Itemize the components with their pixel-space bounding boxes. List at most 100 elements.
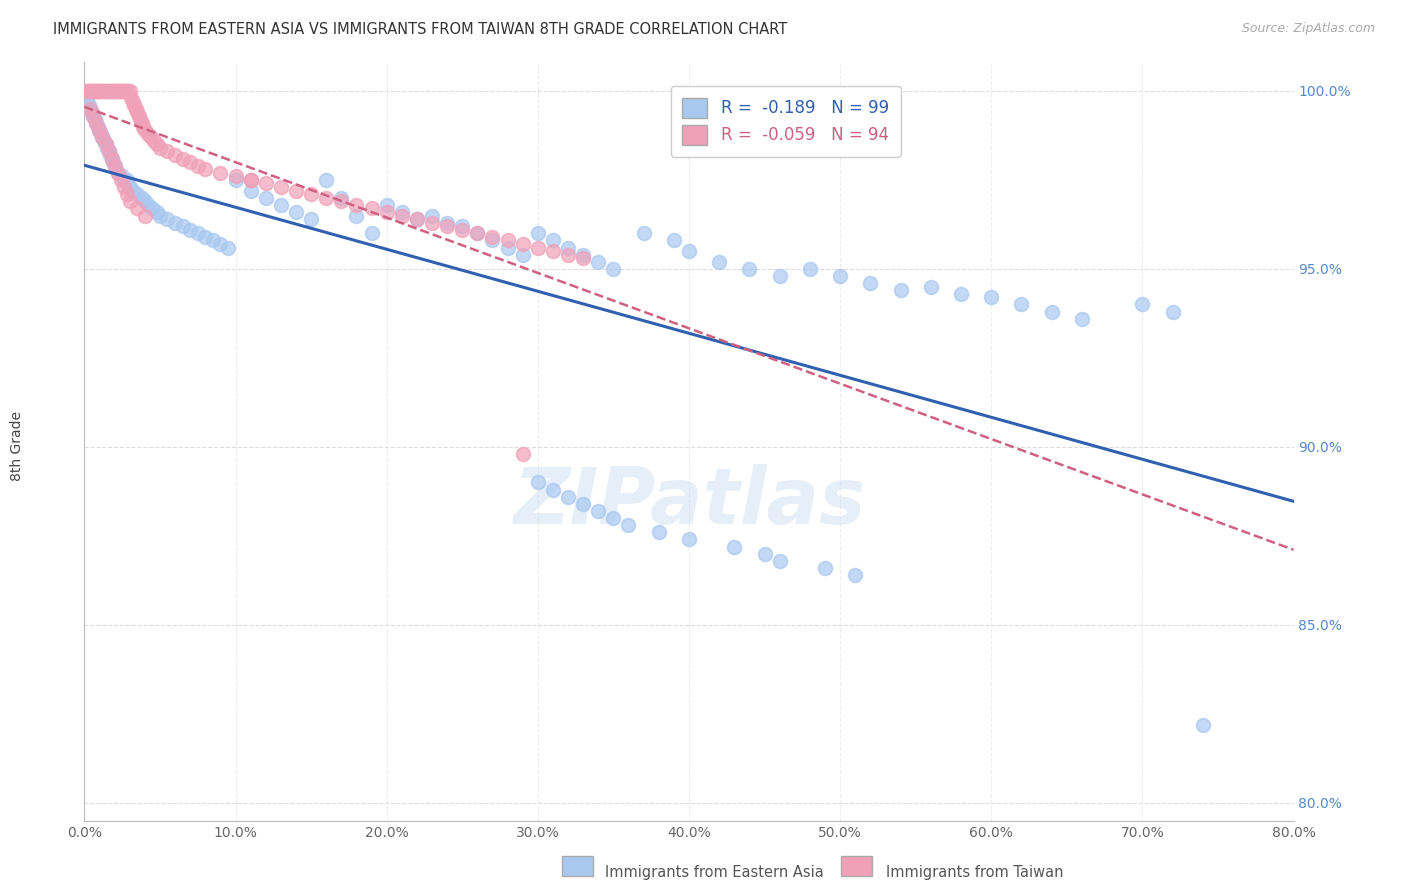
Point: [112, 84, 135, 98]
Point: [239, 184, 262, 198]
Point: [132, 120, 155, 134]
Point: [146, 205, 169, 219]
Point: [121, 184, 143, 198]
Point: [111, 169, 134, 184]
Point: [481, 230, 503, 244]
Point: [122, 98, 145, 112]
Point: [91, 84, 114, 98]
Point: [420, 216, 443, 230]
Point: [512, 237, 534, 252]
Point: [557, 247, 579, 261]
Point: [406, 212, 429, 227]
Point: [84, 84, 107, 98]
Point: [156, 212, 179, 227]
Point: [315, 173, 337, 187]
Point: [541, 244, 564, 259]
Point: [94, 137, 117, 152]
Point: [527, 475, 550, 490]
Point: [830, 268, 852, 283]
Point: [131, 116, 153, 130]
Point: [541, 234, 564, 248]
Text: Immigrants from Eastern Asia: Immigrants from Eastern Asia: [605, 865, 824, 880]
Bar: [562, 856, 593, 876]
Point: [541, 483, 564, 497]
Point: [285, 205, 308, 219]
Point: [527, 227, 550, 241]
Point: [117, 84, 139, 98]
Text: 8th Grade: 8th Grade: [10, 411, 24, 481]
Point: [86, 116, 108, 130]
Point: [79, 84, 101, 98]
Text: Source: ZipAtlas.com: Source: ZipAtlas.com: [1241, 22, 1375, 36]
Point: [136, 198, 159, 212]
Point: [75, 84, 97, 98]
Point: [194, 230, 217, 244]
Point: [115, 187, 138, 202]
Point: [512, 447, 534, 461]
Point: [97, 145, 120, 159]
Point: [436, 216, 458, 230]
Point: [1192, 717, 1215, 731]
Point: [110, 84, 132, 98]
Point: [134, 194, 156, 209]
Point: [572, 251, 595, 265]
Point: [93, 84, 115, 98]
Point: [194, 162, 217, 177]
Point: [209, 237, 232, 252]
Point: [149, 141, 172, 155]
Point: [1011, 297, 1033, 311]
Point: [104, 159, 127, 173]
Point: [93, 134, 115, 148]
Point: [87, 84, 110, 98]
Point: [100, 152, 122, 166]
Point: [633, 227, 655, 241]
Point: [254, 191, 277, 205]
Point: [678, 244, 700, 259]
Point: [950, 286, 973, 301]
Point: [572, 247, 595, 261]
Point: [112, 180, 135, 194]
Point: [678, 533, 700, 547]
Point: [82, 109, 104, 123]
Point: [104, 159, 127, 173]
Point: [420, 209, 443, 223]
Point: [754, 547, 776, 561]
Point: [84, 112, 107, 127]
Point: [467, 227, 489, 241]
Text: IMMIGRANTS FROM EASTERN ASIA VS IMMIGRANTS FROM TAIWAN 8TH GRADE CORRELATION CHA: IMMIGRANTS FROM EASTERN ASIA VS IMMIGRAN…: [53, 22, 787, 37]
Point: [481, 234, 503, 248]
Point: [97, 84, 120, 98]
Point: [179, 223, 201, 237]
Point: [769, 554, 792, 568]
Point: [859, 276, 882, 290]
Point: [134, 209, 156, 223]
Point: [225, 169, 247, 184]
Point: [285, 184, 308, 198]
Text: ZIPatlas: ZIPatlas: [513, 464, 865, 541]
Point: [90, 127, 112, 141]
Point: [114, 84, 136, 98]
Point: [82, 109, 104, 123]
Point: [1071, 311, 1094, 326]
Point: [139, 130, 162, 145]
Point: [127, 187, 149, 202]
Point: [330, 194, 353, 209]
Point: [120, 91, 142, 105]
Point: [129, 112, 152, 127]
Point: [76, 84, 98, 98]
Point: [799, 261, 821, 276]
Point: [315, 191, 337, 205]
Point: [239, 173, 262, 187]
Point: [134, 123, 156, 137]
Point: [375, 198, 398, 212]
Point: [77, 98, 100, 112]
Point: [406, 212, 429, 227]
Point: [527, 241, 550, 255]
Point: [1161, 304, 1184, 318]
Point: [115, 84, 138, 98]
Point: [131, 191, 153, 205]
Point: [375, 205, 398, 219]
Point: [617, 518, 640, 533]
Point: [1040, 304, 1063, 318]
Point: [108, 84, 131, 98]
